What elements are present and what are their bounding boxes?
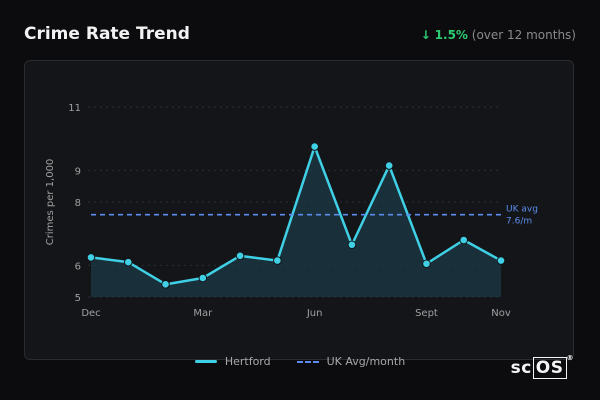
logo-prefix: sc [510,358,532,378]
legend-item-uk-avg[interactable]: UK Avg/month [296,355,406,368]
down-arrow-icon: ↓ [420,28,431,42]
x-tick-label: Dec [81,308,100,319]
data-point [347,240,357,250]
data-point [310,142,319,151]
data-point [235,251,245,261]
legend-label-uk-avg: UK Avg/month [326,355,406,368]
data-point [161,280,170,289]
data-point [86,253,96,262]
scos-logo: sc OS ® [510,354,574,379]
legend-item-hertford[interactable]: Hertford [194,355,271,368]
y-tick-label: 11 [68,103,81,114]
change-period: (over 12 months) [471,28,576,42]
logo-boxed: OS [532,357,567,379]
y-axis-label: Crimes per 1,000 [45,159,56,246]
chart-title: Crime Rate Trend [24,24,190,44]
series-area-fill [91,146,501,297]
data-point [198,273,208,283]
y-tick-label: 9 [75,166,81,177]
legend-line-swatch [194,360,217,363]
data-point [123,257,133,267]
data-point [422,259,431,269]
reference-label-line2: 7.6/m [506,217,532,227]
data-point [459,235,469,245]
chart-legend: Hertford UK Avg/month [0,355,600,368]
data-point [273,256,282,265]
legend-label-hertford: Hertford [224,355,271,368]
logo-registered-mark: ® [566,354,574,363]
reference-label-line1: UK avg [506,205,538,215]
y-tick-label: 5 [75,293,81,304]
series-line-hertford [90,145,502,286]
legend-dash-swatch [296,360,319,363]
trend-change-indicator: ↓ 1.5% (over 12 months) [421,28,576,42]
change-value: 1.5% [434,28,468,42]
x-tick-label: Mar [193,308,213,319]
y-tick-label: 8 [75,198,81,209]
data-point [496,256,506,265]
x-tick-label: Jun [306,308,323,319]
y-tick-label: 6 [75,261,81,272]
data-point [384,161,394,170]
x-tick-label: Sept [415,308,438,319]
x-tick-label: Nov [491,308,511,319]
